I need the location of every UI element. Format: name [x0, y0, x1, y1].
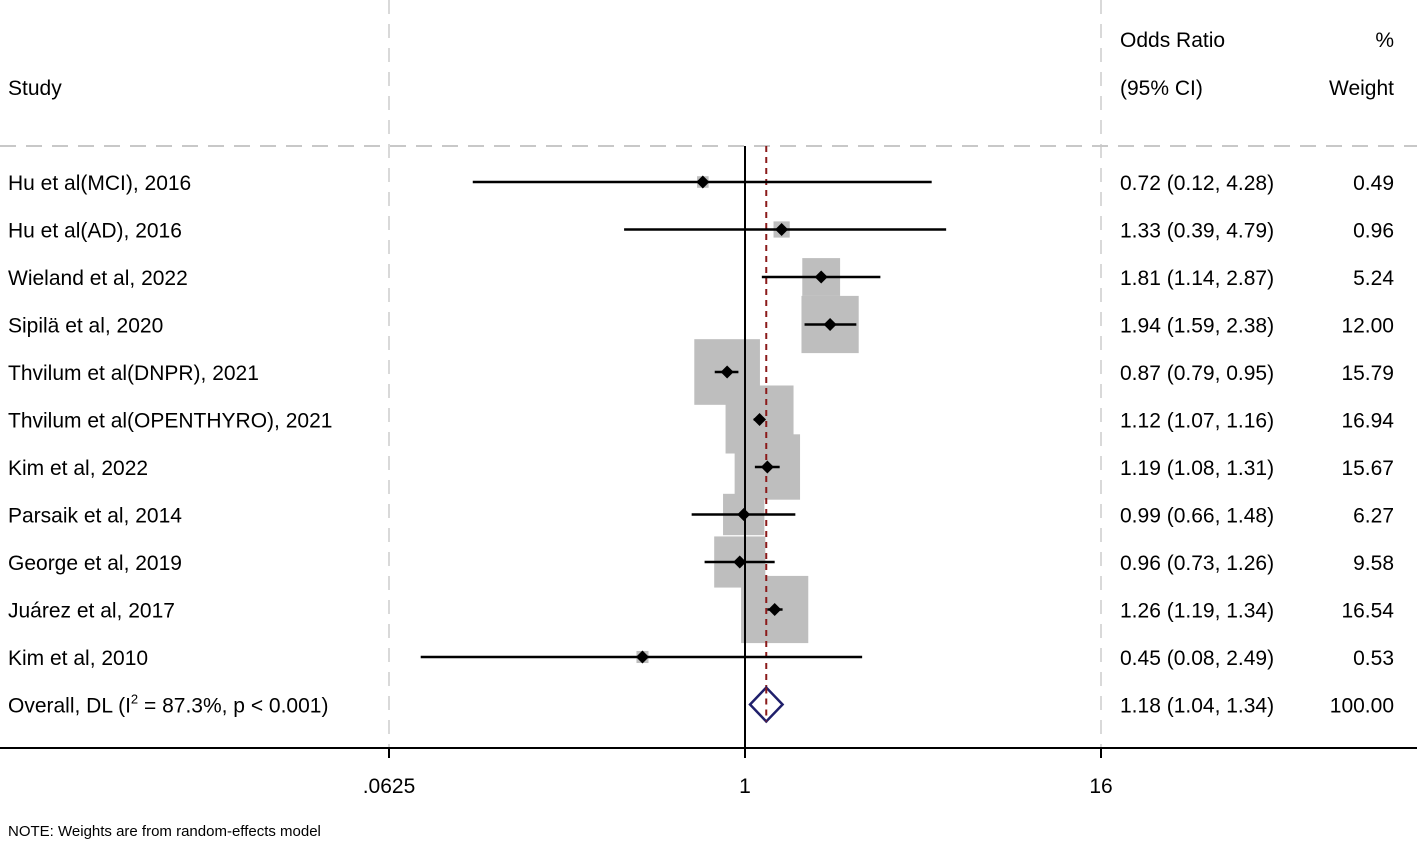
point-estimate: [737, 508, 751, 521]
overall-ci-text: 1.18 (1.04, 1.34): [1120, 695, 1274, 718]
point-estimate: [814, 270, 828, 284]
ci-text: 0.96 (0.73, 1.26): [1120, 552, 1274, 575]
ci-text: 0.99 (0.66, 1.48): [1120, 505, 1274, 528]
overall-label: Overall, DL (I2 = 87.3%, p < 0.001): [8, 692, 328, 718]
confidence-intervals: [420, 180, 947, 659]
ci-text: 1.94 (1.59, 2.38): [1120, 315, 1274, 338]
study-label: George et al, 2019: [8, 552, 182, 575]
gridlines: [0, 0, 1417, 748]
weight-boxes: [636, 176, 859, 664]
point-estimate: [760, 460, 774, 474]
study-label: Thvilum et al(DNPR), 2021: [8, 362, 259, 385]
axes: .0625 1 16: [0, 146, 1417, 798]
ci-text: 1.81 (1.14, 2.87): [1120, 267, 1274, 290]
weight-text: 16.94: [1341, 410, 1394, 433]
weight-text: 12.00: [1341, 315, 1394, 338]
point-estimates: [635, 175, 837, 724]
header-percent: %: [1375, 29, 1394, 52]
point-estimate: [823, 318, 837, 331]
weight-text: 0.96: [1353, 220, 1394, 243]
study-label: Thvilum et al(OPENTHYRO), 2021: [8, 410, 332, 433]
study-label: Hu et al(MCI), 2016: [8, 172, 191, 195]
point-estimate: [696, 175, 710, 189]
x-tick-label: 16: [1089, 775, 1112, 798]
study-label: Kim et al, 2010: [8, 647, 148, 670]
weight-text: 15.79: [1341, 362, 1394, 385]
study-label: Wieland et al, 2022: [8, 267, 188, 290]
ci-text: 1.26 (1.19, 1.34): [1120, 600, 1274, 623]
ci-text: 1.19 (1.08, 1.31): [1120, 457, 1274, 480]
weight-text: 16.54: [1341, 600, 1394, 623]
point-estimate: [635, 650, 649, 664]
x-tick-label: .0625: [363, 775, 416, 798]
weight-text: 0.49: [1353, 172, 1394, 195]
header-study: Study: [8, 77, 62, 100]
footnote: NOTE: Weights are from random-effects mo…: [8, 823, 321, 840]
study-label: Juárez et al, 2017: [8, 600, 175, 623]
ci-text: 1.33 (0.39, 4.79): [1120, 220, 1274, 243]
study-label: Parsaik et al, 2014: [8, 505, 182, 528]
point-estimate: [733, 555, 747, 569]
study-label: Hu et al(AD), 2016: [8, 220, 182, 243]
x-tick-label: 1: [739, 775, 751, 798]
text-labels: Hu et al(MCI), 2016 0.72 (0.12, 4.28) 0.49…: [8, 172, 1394, 718]
point-estimate: [775, 223, 789, 236]
weight-text: 6.27: [1353, 505, 1394, 528]
weight-text: 5.24: [1353, 267, 1394, 290]
header-weight: Weight: [1329, 77, 1394, 100]
ci-text: 1.12 (1.07, 1.16): [1120, 410, 1274, 433]
overall-weight-text: 100.00: [1330, 695, 1394, 718]
weight-text: 15.67: [1341, 457, 1394, 480]
study-label: Kim et al, 2022: [8, 457, 148, 480]
weight-text: 0.53: [1353, 647, 1394, 670]
header-ci: (95% CI): [1120, 77, 1203, 100]
study-label: Sipilä et al, 2020: [8, 315, 163, 338]
ci-text: 0.87 (0.79, 0.95): [1120, 362, 1274, 385]
point-estimate: [768, 603, 782, 616]
point-estimate: [720, 365, 734, 379]
ci-text: 0.72 (0.12, 4.28): [1120, 172, 1274, 195]
weight-text: 9.58: [1353, 552, 1394, 575]
point-estimate: [753, 413, 767, 426]
ci-text: 0.45 (0.08, 2.49): [1120, 647, 1274, 670]
header-odds-ratio: Odds Ratio: [1120, 29, 1225, 52]
